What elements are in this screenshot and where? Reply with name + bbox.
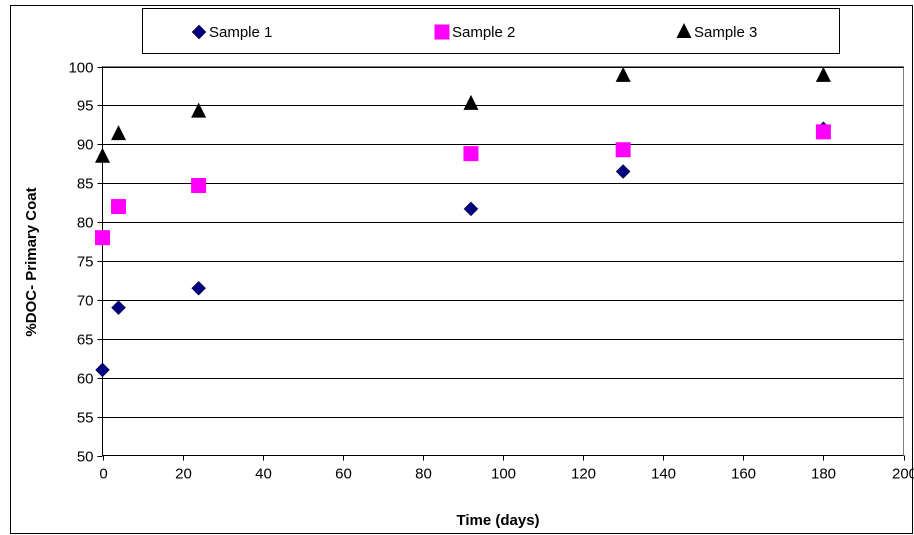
sample-2-point [111, 199, 127, 215]
sample-2-point [95, 230, 110, 246]
y-tick-label: 95 [77, 98, 94, 115]
y-tick-label: 100 [68, 60, 93, 77]
x-tick-label: 200 [892, 466, 914, 483]
sample-3-point [463, 94, 479, 110]
y-axis-title: %DOC- Primary Coat [23, 187, 40, 336]
sample-1-point [615, 164, 631, 179]
y-tick-label: 65 [77, 332, 94, 349]
legend-label-sample-3: Sample 3 [694, 24, 757, 41]
sample-2-point [463, 146, 479, 162]
y-tick-label: 80 [77, 215, 94, 232]
y-tick-label: 85 [77, 176, 94, 193]
x-axis-title: Time (days) [456, 512, 539, 529]
sample-3-point [191, 102, 207, 118]
x-tick-label: 60 [335, 466, 352, 483]
y-tick-label: 70 [77, 293, 94, 310]
sample-2-point [191, 178, 207, 194]
y-tick-label: 90 [77, 137, 94, 154]
data-markers [95, 66, 831, 378]
legend-marker-sample-3 [676, 23, 692, 38]
x-tick-label: 180 [811, 466, 836, 483]
x-tick-label: 20 [175, 466, 192, 483]
y-tick-label: 60 [77, 371, 94, 388]
sample-1-point [111, 300, 126, 316]
y-tick-label: 55 [77, 410, 94, 427]
x-tick-label: 40 [255, 466, 272, 483]
x-tick-label: 80 [415, 466, 432, 483]
x-tick-label: 0 [99, 466, 107, 483]
x-tick-label: 140 [651, 466, 676, 483]
sample-1-point [463, 201, 479, 217]
sample-2-point [615, 142, 631, 158]
sample-3-point [111, 125, 127, 141]
x-tick-label: 100 [491, 466, 516, 483]
y-tick-label: 75 [77, 254, 94, 271]
sample-3-point [95, 147, 110, 163]
sample-1-point [191, 280, 206, 296]
legend-marker-sample-2 [434, 24, 450, 40]
legend: Sample 1 Sample 2 Sample 3 [142, 8, 840, 54]
x-tick-label: 160 [731, 466, 756, 483]
sample-3-point [815, 66, 831, 82]
legend-label-sample-1: Sample 1 [209, 24, 272, 41]
x-tick-label: 120 [571, 466, 596, 483]
y-tick-label: 50 [77, 449, 94, 466]
legend-marker-sample-1 [191, 24, 207, 40]
sample-2-point [815, 124, 831, 140]
legend-items: Sample 1 Sample 2 Sample 3 [191, 23, 757, 41]
sample-3-point [615, 66, 631, 82]
legend-box [142, 8, 840, 54]
tick-labels: 50 55 60 65 70 75 80 85 90 95 100 0 20 40 60 80 100 120 14… [68, 60, 914, 483]
axes [97, 66, 905, 461]
sample-1-point [95, 362, 110, 378]
gridlines [102, 67, 904, 418]
legend-label-sample-2: Sample 2 [452, 24, 515, 41]
